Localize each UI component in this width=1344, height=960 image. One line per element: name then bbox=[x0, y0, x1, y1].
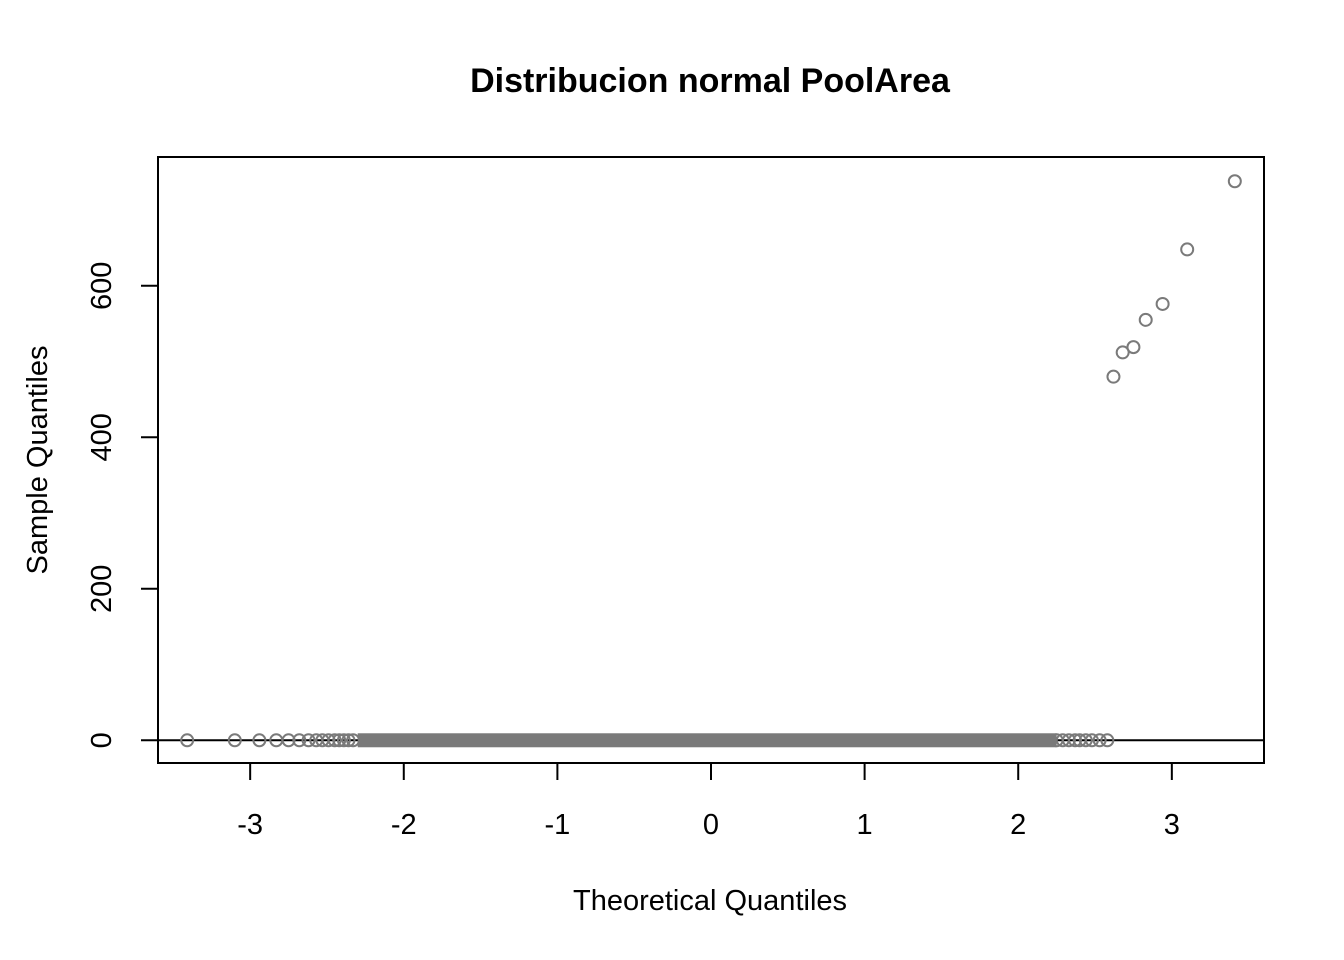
data-point bbox=[346, 733, 361, 748]
data-point bbox=[292, 733, 307, 748]
y-tick-label: 0 bbox=[86, 732, 118, 748]
data-point bbox=[252, 733, 267, 748]
y-tick-label: 400 bbox=[86, 413, 118, 461]
y-axis: 0 200 400 600 bbox=[86, 262, 159, 748]
data-point bbox=[1180, 242, 1195, 257]
x-tick-label: 0 bbox=[703, 809, 719, 841]
data-point bbox=[336, 733, 351, 748]
y-tick-label: 600 bbox=[86, 262, 118, 310]
x-tick-label: 1 bbox=[857, 809, 873, 841]
zero-band-layer bbox=[357, 733, 1057, 748]
data-point bbox=[227, 733, 242, 748]
data-point bbox=[281, 733, 296, 748]
x-tick-label: -2 bbox=[391, 809, 417, 841]
y-axis-label: Sample Quantiles bbox=[22, 346, 54, 575]
points-layer bbox=[180, 174, 1242, 748]
data-point bbox=[321, 733, 336, 748]
plot-frame bbox=[157, 156, 1265, 764]
data-point bbox=[341, 733, 356, 748]
data-point bbox=[1138, 312, 1153, 327]
data-point bbox=[1068, 733, 1083, 748]
x-axis-label: Theoretical Quantiles bbox=[573, 885, 847, 917]
data-point bbox=[1061, 733, 1076, 748]
data-point bbox=[1078, 733, 1093, 748]
data-point bbox=[1084, 733, 1099, 748]
chart-title: Distribucion normal PoolArea bbox=[470, 62, 951, 100]
x-tick-label: -1 bbox=[544, 809, 570, 841]
x-tick-label: 2 bbox=[1010, 809, 1026, 841]
data-point bbox=[1106, 369, 1121, 384]
data-point bbox=[301, 733, 316, 748]
data-point bbox=[1115, 345, 1130, 360]
data-point bbox=[1100, 733, 1115, 748]
y-tick-label: 200 bbox=[86, 565, 118, 613]
x-tick-label: 3 bbox=[1164, 809, 1180, 841]
data-point bbox=[1227, 174, 1242, 189]
data-point bbox=[1155, 296, 1170, 311]
x-axis: -3 -2 -1 0 1 2 3 bbox=[237, 762, 1180, 841]
x-tick-label: -3 bbox=[237, 809, 263, 841]
data-point bbox=[1092, 733, 1107, 748]
data-point bbox=[1126, 340, 1141, 355]
data-point bbox=[327, 733, 342, 748]
data-point bbox=[180, 733, 195, 748]
zero-point-band bbox=[357, 733, 1057, 748]
data-point bbox=[332, 733, 347, 748]
